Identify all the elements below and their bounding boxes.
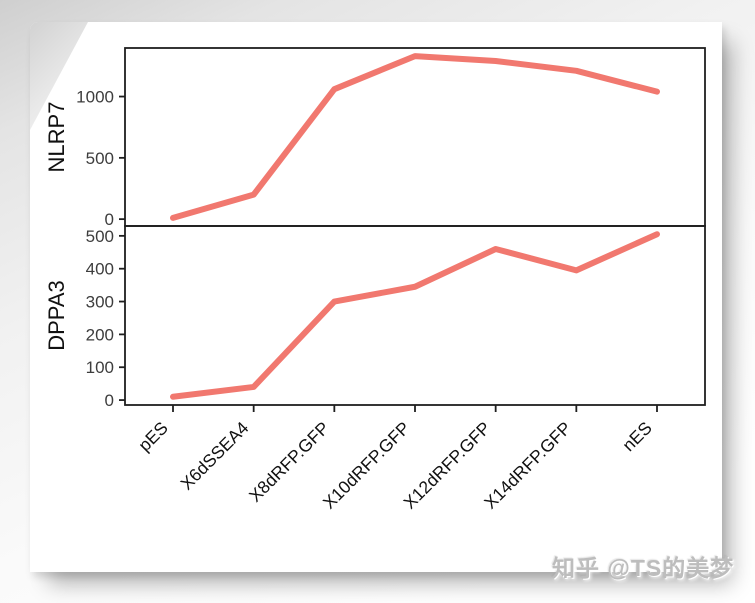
y-tick-label: 500: [86, 149, 114, 168]
y-tick-label: 400: [86, 260, 114, 279]
series-line-nlrp7: [170, 53, 660, 221]
y-tick-label: 200: [86, 325, 114, 344]
y-tick-label: 0: [105, 391, 114, 410]
x-tick-label: nES: [618, 418, 656, 456]
y-tick-label: 0: [105, 210, 114, 229]
x-tick-label: X6dSSEA4: [176, 417, 252, 493]
y-tick-label: 1000: [76, 88, 114, 107]
y-tick-label: 300: [86, 293, 114, 312]
y-tick-label: 100: [86, 358, 114, 377]
x-tick-label: pES: [134, 418, 172, 456]
x-tick-label: X8dRFP.GFP: [245, 418, 333, 506]
series-line-dppa3: [170, 231, 660, 400]
y-axis-title: NLRP7: [44, 102, 69, 173]
y-tick-label: 500: [86, 227, 114, 246]
chart-page: 0 500 1000 NLRP7 0 100 200 300 400 500 DPPA3 pES X6d…: [30, 22, 722, 572]
watermark-text: 知乎 @TS的美梦: [552, 555, 735, 581]
panel-border-nlrp7: [124, 47, 706, 227]
y-axis-title: DPPA3: [44, 280, 69, 351]
